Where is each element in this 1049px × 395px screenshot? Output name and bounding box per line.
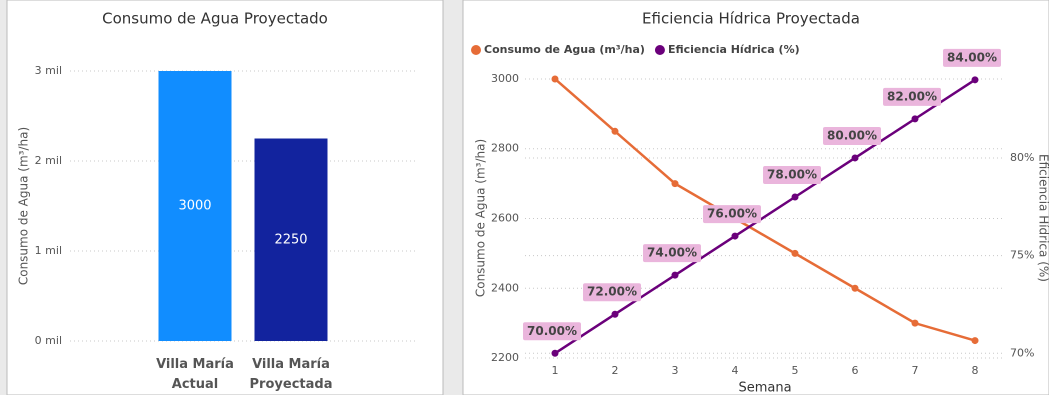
data-label-bg bbox=[943, 48, 1001, 67]
data-label-bg bbox=[883, 87, 941, 106]
y-tick-label: 3 mil bbox=[35, 64, 62, 77]
point bbox=[911, 115, 919, 123]
data-label-group: 80.00% bbox=[823, 126, 881, 145]
legend-label: Eficiencia Hídrica (%) bbox=[668, 43, 800, 56]
x-axis-label: Semana bbox=[738, 381, 791, 395]
x-tick-label: 2 bbox=[612, 364, 619, 377]
y-tick-label: 2800 bbox=[491, 142, 519, 155]
x-tick-label: Villa María Actual bbox=[156, 357, 234, 392]
data-label-group: 76.00% bbox=[703, 205, 761, 224]
point bbox=[971, 337, 979, 345]
line bbox=[554, 78, 976, 342]
data-label-bg bbox=[763, 166, 821, 185]
legend-marker bbox=[471, 45, 481, 55]
data-label: 2250 bbox=[274, 232, 307, 247]
y2-tick-label: 75% bbox=[1010, 249, 1034, 262]
point bbox=[971, 76, 979, 84]
legend-label: Consumo de Agua (m³/ha) bbox=[484, 43, 645, 56]
point bbox=[671, 180, 679, 188]
data-label: 3000 bbox=[178, 199, 211, 214]
point bbox=[851, 154, 859, 162]
data-label: 78.00% bbox=[767, 168, 817, 182]
data-label-bg bbox=[523, 322, 581, 341]
data-label-bg bbox=[823, 126, 881, 145]
data-label-group: 82.00% bbox=[883, 87, 941, 106]
data-label: 76.00% bbox=[707, 207, 757, 221]
bar bbox=[158, 71, 232, 341]
data-label-bg bbox=[703, 205, 761, 224]
point bbox=[611, 310, 619, 318]
x-tick-label: 5 bbox=[792, 364, 799, 377]
data-label: 72.00% bbox=[587, 285, 637, 299]
data-label-bg bbox=[643, 244, 701, 263]
point bbox=[911, 319, 919, 327]
y-axis-label: Consumo de Agua (m³/ha) bbox=[474, 139, 488, 297]
point bbox=[611, 127, 619, 135]
legend-marker bbox=[654, 45, 665, 55]
y-tick-label: 1 mil bbox=[35, 244, 62, 257]
y-tick-label: 2600 bbox=[491, 212, 519, 225]
y2-tick-label: 70% bbox=[1010, 346, 1034, 359]
data-label-group: 78.00% bbox=[763, 166, 821, 185]
data-label-group: 72.00% bbox=[583, 283, 641, 302]
data-label: 80.00% bbox=[827, 128, 877, 142]
x-tick-label: 6 bbox=[852, 364, 859, 377]
chart-title: Consumo de Agua Proyectado bbox=[102, 10, 328, 28]
data-label: 84.00% bbox=[947, 50, 997, 64]
x-tick-label: 3 bbox=[672, 364, 679, 377]
point bbox=[791, 249, 799, 257]
chart-title: Eficiencia Hídrica Proyectada bbox=[642, 10, 860, 28]
y-tick-label: 0 mil bbox=[35, 334, 62, 347]
point bbox=[671, 271, 679, 279]
x-tick-label: 4 bbox=[732, 364, 739, 377]
data-label-group: 74.00% bbox=[643, 244, 701, 263]
point bbox=[551, 349, 559, 357]
x-tick-label: Villa María Proyectada bbox=[250, 357, 333, 392]
data-label-group: 84.00% bbox=[943, 48, 1001, 67]
x-tick-label: 7 bbox=[912, 364, 919, 377]
point bbox=[551, 75, 559, 83]
y-tick-label: 2200 bbox=[491, 351, 519, 364]
y2-axis-label: Eficiencia Hídrica (%) bbox=[1037, 154, 1049, 282]
x-tick-label: 1 bbox=[552, 364, 559, 377]
point bbox=[851, 284, 859, 292]
y-axis-label: Consumo de Agua (m³/ha) bbox=[17, 127, 31, 285]
y-tick-label: 2 mil bbox=[35, 154, 62, 167]
y-tick-label: 3000 bbox=[491, 72, 519, 85]
bar bbox=[254, 138, 328, 341]
data-label: 70.00% bbox=[527, 324, 577, 338]
data-label-bg bbox=[583, 283, 641, 302]
x-tick-label: 8 bbox=[972, 364, 979, 377]
point bbox=[731, 232, 739, 240]
data-label-group: 70.00% bbox=[523, 322, 581, 341]
y-tick-label: 2400 bbox=[491, 281, 519, 294]
y2-tick-label: 80% bbox=[1010, 151, 1034, 164]
data-label: 82.00% bbox=[887, 89, 937, 103]
data-label: 74.00% bbox=[647, 246, 697, 260]
point bbox=[791, 193, 799, 201]
line bbox=[554, 78, 976, 355]
